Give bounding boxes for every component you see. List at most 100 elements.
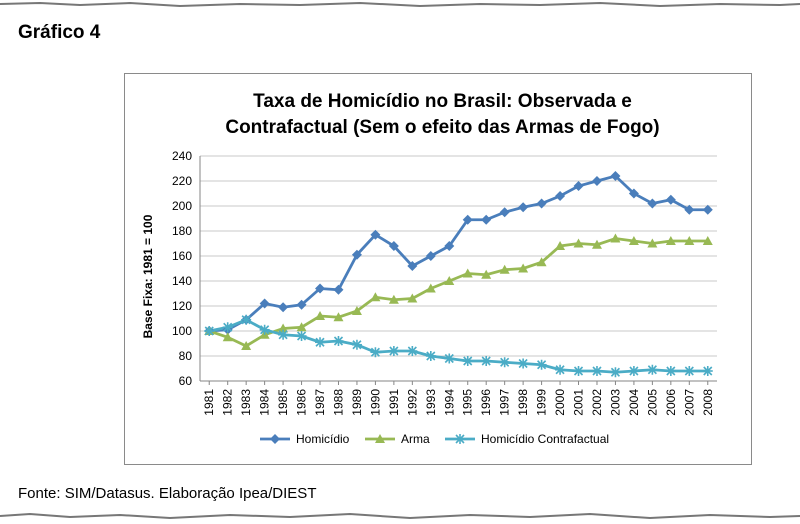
legend-marker-homic-dio-contrafactual bbox=[455, 434, 465, 444]
data-point-homic-dio bbox=[499, 207, 510, 218]
x-tick-label: 1989 bbox=[350, 389, 364, 416]
data-point-homic-dio-contrafactual bbox=[702, 366, 713, 376]
data-point-arma bbox=[628, 236, 639, 245]
data-point-homic-dio-contrafactual bbox=[278, 329, 289, 340]
x-tick-label: 1992 bbox=[405, 389, 419, 416]
legend-marker-arma bbox=[375, 434, 385, 443]
x-tick-label: 2004 bbox=[627, 389, 641, 416]
data-point-arma bbox=[665, 236, 676, 245]
series-line-arma bbox=[208, 237, 708, 348]
torn-bottom-edge bbox=[0, 512, 800, 520]
data-point-homic-dio-contrafactual bbox=[628, 366, 639, 376]
data-point-homic-dio-contrafactual bbox=[222, 322, 233, 333]
data-point-homic-dio bbox=[462, 214, 473, 225]
data-point-homic-dio bbox=[573, 181, 584, 191]
data-point-homic-dio-contrafactual bbox=[425, 351, 436, 361]
data-point-arma bbox=[684, 236, 695, 245]
data-point-arma bbox=[555, 241, 566, 250]
data-point-homic-dio bbox=[333, 284, 344, 295]
data-point-arma bbox=[591, 239, 602, 249]
data-point-homic-dio-contrafactual bbox=[462, 356, 473, 366]
data-point-homic-dio bbox=[407, 261, 418, 271]
y-tick-label: 180 bbox=[172, 224, 192, 238]
data-point-homic-dio-contrafactual bbox=[370, 347, 381, 358]
data-point-homic-dio-contrafactual bbox=[518, 358, 529, 369]
data-point-arma bbox=[647, 238, 658, 248]
y-tick-label: 140 bbox=[172, 274, 192, 288]
data-point-homic-dio bbox=[315, 283, 326, 294]
y-tick-label: 60 bbox=[179, 374, 193, 388]
data-point-arma bbox=[610, 233, 621, 243]
x-tick-label: 1987 bbox=[313, 389, 327, 416]
data-point-homic-dio-contrafactual bbox=[684, 366, 695, 376]
data-point-arma bbox=[702, 236, 713, 245]
x-tick-label: 1983 bbox=[239, 389, 253, 416]
x-tick-label: 2000 bbox=[553, 389, 567, 416]
data-point-arma bbox=[278, 323, 289, 333]
torn-top-edge bbox=[0, 1, 800, 8]
x-tick-label: 2007 bbox=[682, 389, 696, 416]
source-note: Fonte: SIM/Datasus. Elaboração Ipea/DIES… bbox=[18, 485, 317, 502]
data-point-homic-dio-contrafactual bbox=[204, 326, 215, 336]
y-axis-label: Base Fixa: 1981 = 100 bbox=[141, 214, 155, 338]
x-tick-label: 2003 bbox=[608, 389, 622, 416]
data-point-arma bbox=[444, 276, 455, 285]
series-line-homic-dio-contrafactual bbox=[208, 318, 708, 374]
x-tick-label: 1984 bbox=[258, 389, 272, 416]
x-tick-label: 2008 bbox=[701, 389, 715, 416]
y-tick-label: 240 bbox=[172, 149, 192, 163]
x-tick-label: 1996 bbox=[479, 389, 493, 416]
x-tick-label: 1986 bbox=[295, 389, 309, 416]
x-tick-label: 1990 bbox=[368, 389, 382, 416]
data-point-homic-dio-contrafactual bbox=[333, 336, 344, 346]
data-point-homic-dio bbox=[388, 241, 399, 251]
data-point-homic-dio bbox=[610, 171, 621, 181]
data-point-homic-dio bbox=[481, 214, 492, 225]
data-point-homic-dio bbox=[444, 241, 455, 251]
data-point-homic-dio-contrafactual bbox=[296, 331, 307, 341]
data-point-homic-dio-contrafactual bbox=[610, 367, 621, 378]
legend-label-arma: Arma bbox=[401, 432, 430, 446]
data-point-arma bbox=[536, 257, 547, 267]
x-tick-label: 1995 bbox=[461, 389, 475, 416]
figure-label: Gráfico 4 bbox=[18, 22, 101, 43]
data-point-arma bbox=[462, 268, 473, 278]
data-point-homic-dio bbox=[296, 299, 307, 310]
data-point-arma bbox=[315, 311, 326, 320]
data-point-homic-dio-contrafactual bbox=[591, 366, 602, 376]
x-tick-label: 1985 bbox=[276, 389, 290, 416]
data-point-arma bbox=[351, 306, 362, 315]
chart-title-line1: Taxa de Homicídio no Brasil: Observada e bbox=[253, 91, 632, 112]
data-point-homic-dio-contrafactual bbox=[665, 366, 676, 376]
data-point-homic-dio-contrafactual bbox=[499, 357, 510, 368]
legend-marker-homic-dio bbox=[270, 434, 280, 444]
x-tick-label: 1991 bbox=[387, 389, 401, 416]
data-point-arma bbox=[370, 292, 381, 302]
x-tick-label: 2001 bbox=[572, 389, 586, 416]
data-point-arma bbox=[241, 341, 252, 350]
y-tick-label: 80 bbox=[179, 349, 193, 363]
data-point-arma bbox=[573, 238, 584, 248]
data-point-homic-dio bbox=[628, 188, 639, 199]
x-tick-label: 1988 bbox=[331, 389, 345, 416]
data-point-arma bbox=[222, 332, 233, 342]
data-point-homic-dio bbox=[370, 229, 381, 240]
data-point-homic-dio bbox=[278, 302, 289, 313]
data-point-arma bbox=[296, 322, 307, 332]
chart-frame: Taxa de Homicídio no Brasil: Observada e… bbox=[124, 73, 752, 465]
data-point-homic-dio-contrafactual bbox=[536, 359, 547, 370]
data-point-homic-dio-contrafactual bbox=[241, 314, 252, 325]
y-tick-label: 200 bbox=[172, 199, 192, 213]
data-point-arma bbox=[425, 283, 436, 293]
data-point-arma bbox=[333, 312, 344, 322]
data-point-homic-dio bbox=[259, 298, 270, 309]
data-point-homic-dio bbox=[665, 194, 676, 205]
data-point-arma bbox=[407, 293, 418, 303]
data-point-homic-dio-contrafactual bbox=[259, 324, 270, 335]
data-point-arma bbox=[518, 263, 529, 273]
x-tick-label: 1982 bbox=[221, 389, 235, 416]
x-tick-label: 1999 bbox=[535, 389, 549, 416]
x-tick-label: 1998 bbox=[516, 389, 530, 416]
data-point-homic-dio-contrafactual bbox=[555, 364, 566, 375]
data-point-homic-dio bbox=[684, 204, 695, 215]
